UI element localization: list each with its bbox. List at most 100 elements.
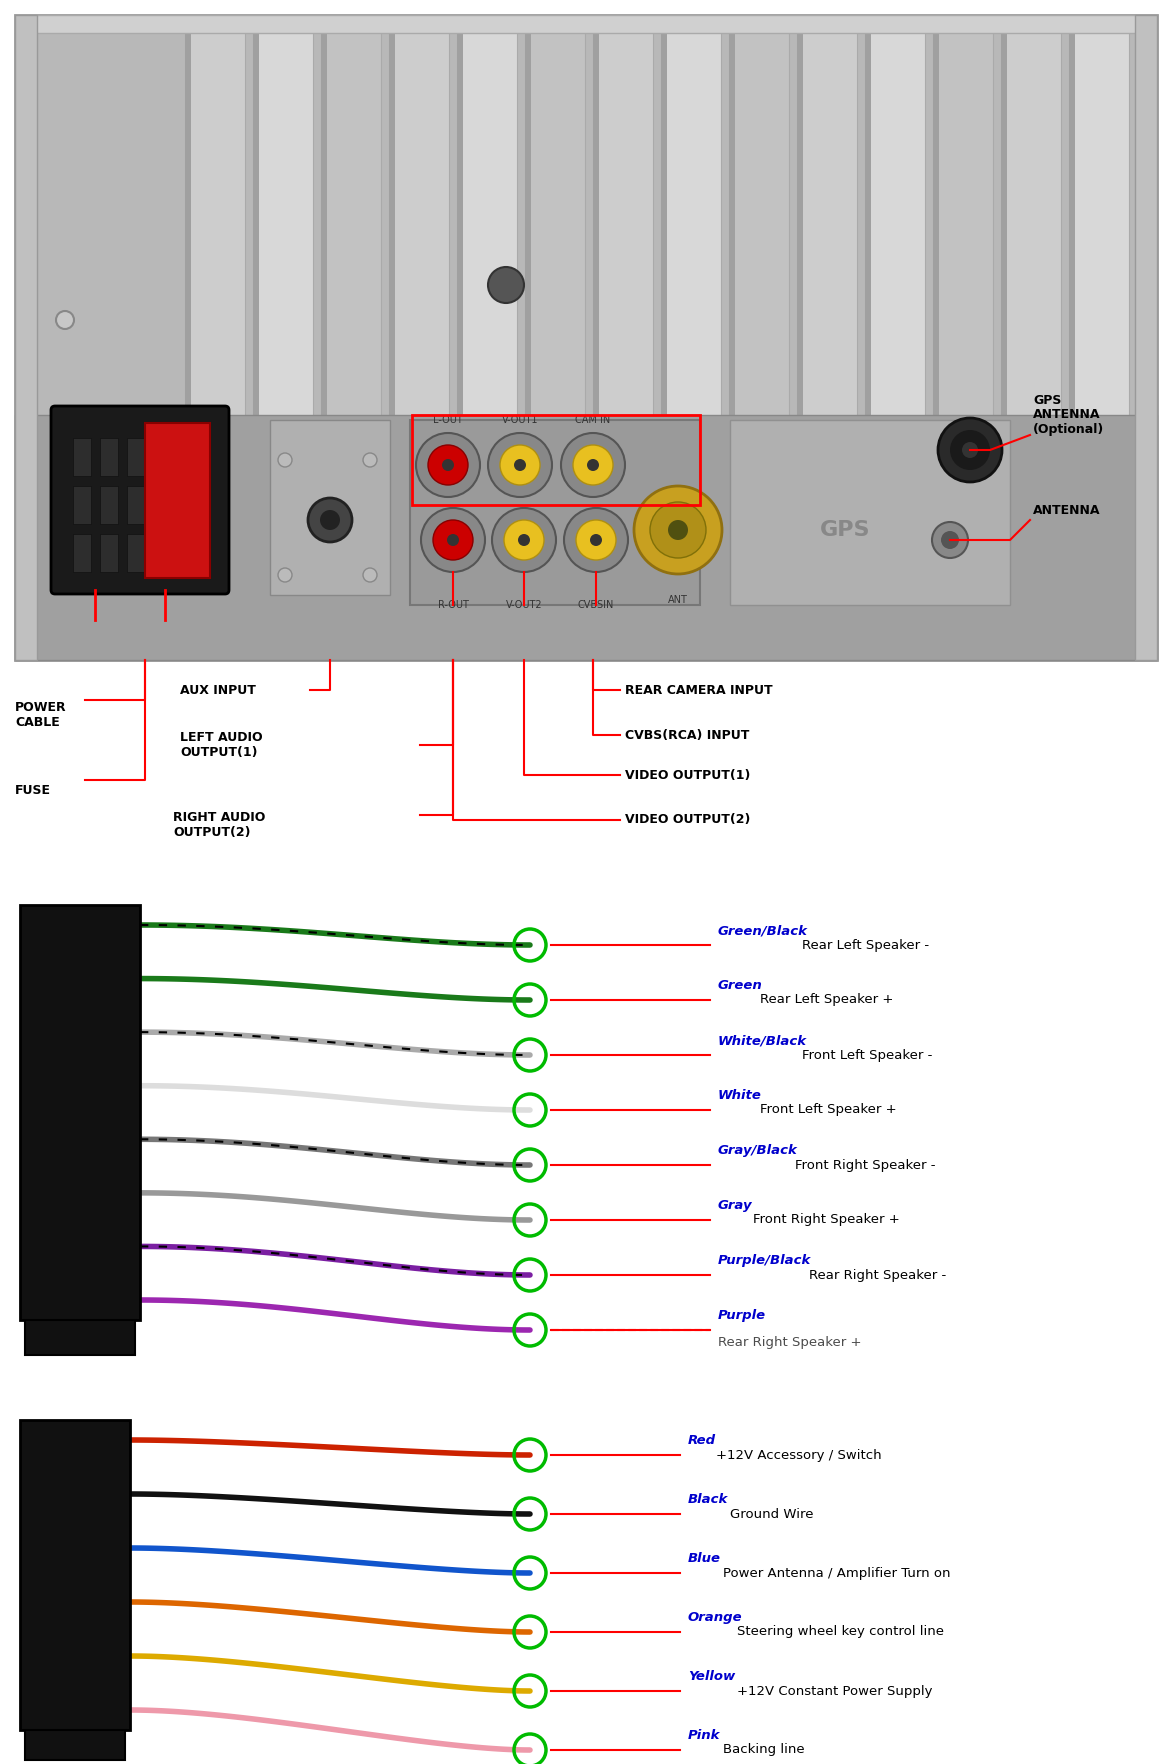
Bar <box>180 437 199 476</box>
Text: Green: Green <box>718 979 763 991</box>
Bar <box>154 534 172 572</box>
Text: Front Left Speaker -: Front Left Speaker - <box>802 1048 933 1062</box>
Text: Red: Red <box>688 1434 716 1446</box>
Bar <box>154 437 172 476</box>
Text: V-OUT1: V-OUT1 <box>502 415 538 425</box>
Circle shape <box>488 432 552 497</box>
Text: Purple: Purple <box>718 1309 766 1321</box>
Bar <box>100 437 118 476</box>
Text: Steering wheel key control line: Steering wheel key control line <box>737 1625 943 1639</box>
Bar <box>525 19 531 430</box>
Circle shape <box>428 445 468 485</box>
Bar <box>661 19 667 430</box>
Text: Power Antenna / Amplifier Turn on: Power Antenna / Amplifier Turn on <box>723 1566 950 1579</box>
Bar <box>127 437 145 476</box>
FancyBboxPatch shape <box>20 905 139 1319</box>
Circle shape <box>573 445 613 485</box>
Bar <box>15 16 38 660</box>
Bar <box>253 19 313 430</box>
Circle shape <box>308 497 352 542</box>
Text: Rear Left Speaker +: Rear Left Speaker + <box>759 993 893 1007</box>
Bar <box>73 437 91 476</box>
Text: POWER
CABLE: POWER CABLE <box>15 700 67 729</box>
Circle shape <box>320 510 340 529</box>
Circle shape <box>492 508 556 572</box>
Bar <box>185 19 191 430</box>
Bar <box>73 534 91 572</box>
Bar <box>25 1319 135 1355</box>
Bar <box>321 19 327 430</box>
Text: AUX INPUT: AUX INPUT <box>180 683 255 697</box>
Text: Green/Black: Green/Black <box>718 924 808 937</box>
Circle shape <box>561 432 625 497</box>
Bar <box>933 19 939 430</box>
FancyBboxPatch shape <box>52 406 229 594</box>
FancyBboxPatch shape <box>20 1420 130 1730</box>
Circle shape <box>363 568 377 582</box>
Text: White: White <box>718 1088 762 1102</box>
Bar <box>15 16 1157 34</box>
Text: Gray/Black: Gray/Black <box>718 1145 798 1157</box>
Bar <box>127 534 145 572</box>
Bar <box>729 19 789 430</box>
Bar <box>25 1730 125 1760</box>
Text: Rear Right Speaker +: Rear Right Speaker + <box>718 1335 861 1349</box>
Bar <box>180 487 199 524</box>
Circle shape <box>500 445 540 485</box>
Circle shape <box>278 568 292 582</box>
Circle shape <box>447 534 459 547</box>
Bar <box>154 487 172 524</box>
Circle shape <box>590 534 602 547</box>
Circle shape <box>416 432 481 497</box>
Bar <box>1134 16 1157 660</box>
Bar <box>15 16 1157 660</box>
Bar <box>1001 19 1007 430</box>
Text: GPS: GPS <box>819 520 871 540</box>
Circle shape <box>962 443 977 459</box>
Text: REAR CAMERA INPUT: REAR CAMERA INPUT <box>625 683 772 697</box>
Bar <box>593 19 653 430</box>
Text: LEFT AUDIO
OUTPUT(1): LEFT AUDIO OUTPUT(1) <box>180 730 263 759</box>
Circle shape <box>421 508 485 572</box>
Text: White/Black: White/Black <box>718 1034 808 1048</box>
Text: Backing line: Backing line <box>723 1743 805 1757</box>
Bar <box>865 19 925 430</box>
Bar <box>797 19 803 430</box>
Text: Rear Right Speaker -: Rear Right Speaker - <box>809 1268 946 1281</box>
Bar <box>1001 19 1061 430</box>
Circle shape <box>515 459 526 471</box>
Circle shape <box>488 266 524 303</box>
Circle shape <box>587 459 599 471</box>
Bar <box>321 19 381 430</box>
Bar <box>729 19 735 430</box>
Bar <box>797 19 857 430</box>
Bar <box>413 415 700 505</box>
Text: VIDEO OUTPUT(1): VIDEO OUTPUT(1) <box>625 769 750 781</box>
Bar <box>389 19 449 430</box>
Circle shape <box>564 508 628 572</box>
Text: R-OUT: R-OUT <box>437 600 469 610</box>
Text: Orange: Orange <box>688 1611 743 1625</box>
Text: GPS
ANTENNA
(Optional): GPS ANTENNA (Optional) <box>1033 393 1104 436</box>
Circle shape <box>938 418 1002 482</box>
Text: +12V Constant Power Supply: +12V Constant Power Supply <box>737 1685 933 1697</box>
Circle shape <box>634 487 722 573</box>
Circle shape <box>518 534 530 547</box>
Bar <box>1069 19 1129 430</box>
Text: Ground Wire: Ground Wire <box>730 1508 813 1521</box>
Circle shape <box>941 531 959 549</box>
Text: ANT: ANT <box>668 594 688 605</box>
Bar <box>100 487 118 524</box>
Circle shape <box>575 520 616 559</box>
Bar <box>253 19 259 430</box>
Bar <box>145 423 210 579</box>
Text: Purple/Black: Purple/Black <box>718 1254 811 1267</box>
Bar <box>1069 19 1075 430</box>
Text: CVBSIN: CVBSIN <box>578 600 614 610</box>
Bar <box>100 534 118 572</box>
Circle shape <box>932 522 968 557</box>
Bar <box>410 420 700 605</box>
Bar <box>525 19 585 430</box>
Text: CAM IN: CAM IN <box>575 415 611 425</box>
Text: Front Right Speaker +: Front Right Speaker + <box>752 1214 900 1226</box>
